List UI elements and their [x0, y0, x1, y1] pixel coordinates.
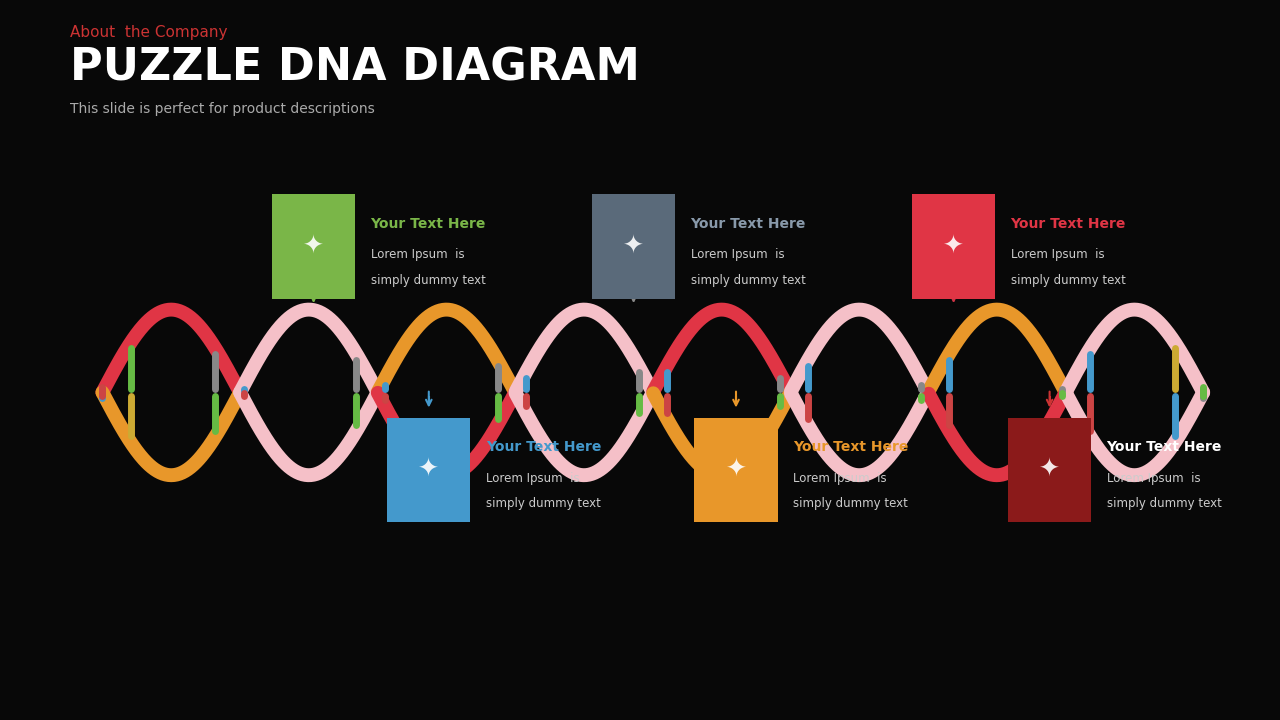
- Text: Lorem Ipsum  is: Lorem Ipsum is: [691, 248, 785, 261]
- Text: simply dummy text: simply dummy text: [792, 497, 908, 510]
- Text: Your Text Here: Your Text Here: [371, 217, 486, 230]
- Text: Lorem Ipsum  is: Lorem Ipsum is: [1106, 472, 1201, 485]
- FancyBboxPatch shape: [387, 418, 471, 522]
- Text: Lorem Ipsum  is: Lorem Ipsum is: [371, 248, 465, 261]
- Text: ✦: ✦: [419, 458, 439, 482]
- FancyBboxPatch shape: [1009, 418, 1091, 522]
- Text: Lorem Ipsum  is: Lorem Ipsum is: [1011, 248, 1105, 261]
- Text: ✦: ✦: [623, 235, 644, 258]
- Text: Your Text Here: Your Text Here: [486, 440, 602, 454]
- FancyBboxPatch shape: [911, 194, 996, 299]
- Text: Lorem Ipsum  is: Lorem Ipsum is: [486, 472, 580, 485]
- FancyBboxPatch shape: [273, 194, 355, 299]
- Text: simply dummy text: simply dummy text: [1011, 274, 1125, 287]
- Text: Your Text Here: Your Text Here: [1106, 440, 1222, 454]
- Text: ✦: ✦: [726, 458, 746, 482]
- Text: ✦: ✦: [303, 235, 324, 258]
- Text: Your Text Here: Your Text Here: [691, 217, 806, 230]
- Text: Lorem Ipsum  is: Lorem Ipsum is: [792, 472, 887, 485]
- Text: simply dummy text: simply dummy text: [486, 497, 600, 510]
- FancyBboxPatch shape: [694, 418, 777, 522]
- Text: ✦: ✦: [1039, 458, 1060, 482]
- Text: simply dummy text: simply dummy text: [691, 274, 805, 287]
- Text: Your Text Here: Your Text Here: [792, 440, 909, 454]
- Text: PUZZLE DNA DIAGRAM: PUZZLE DNA DIAGRAM: [70, 47, 640, 90]
- Text: Your Text Here: Your Text Here: [1011, 217, 1126, 230]
- Text: simply dummy text: simply dummy text: [371, 274, 485, 287]
- Text: About  the Company: About the Company: [70, 25, 228, 40]
- Text: This slide is perfect for product descriptions: This slide is perfect for product descri…: [70, 102, 375, 116]
- FancyBboxPatch shape: [591, 194, 676, 299]
- Text: ✦: ✦: [943, 235, 964, 258]
- Text: simply dummy text: simply dummy text: [1106, 497, 1221, 510]
